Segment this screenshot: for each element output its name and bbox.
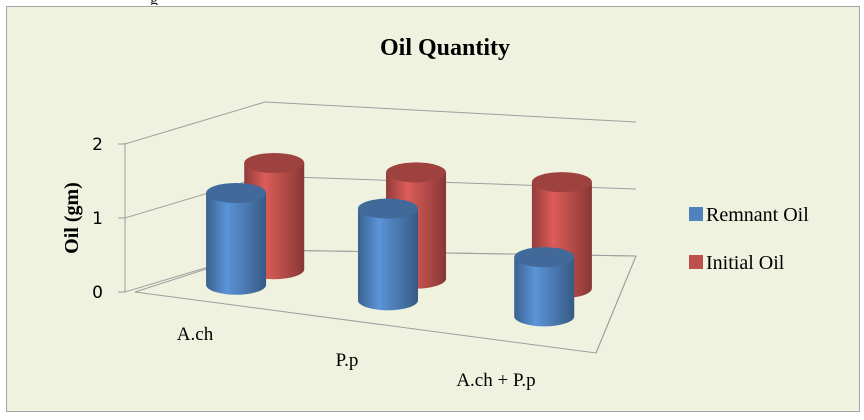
bar-body <box>206 193 266 295</box>
legend: Remnant Oil Initial Oil <box>689 204 809 274</box>
y-axis-ticks: 0 1 2 <box>92 135 125 303</box>
y-axis-title: Oil (gm) <box>61 182 83 254</box>
bar-body <box>358 209 418 311</box>
legend-item: Remnant Oil <box>689 204 809 226</box>
x-tick-label: P.p <box>336 350 359 371</box>
bar-top <box>358 199 418 219</box>
bar-top <box>206 183 266 203</box>
gridline <box>125 102 636 144</box>
y-tick-label: 0 <box>92 283 103 303</box>
x-tick-label: A.ch <box>177 324 214 345</box>
legend-swatch <box>689 207 703 221</box>
bar-body <box>514 257 574 326</box>
y-tick-label: 2 <box>92 135 103 155</box>
bar-remnant-oil-2 <box>514 247 574 326</box>
x-tick-label: A.ch + P.p <box>456 370 535 391</box>
chart-title: Oil Quantity <box>380 35 510 61</box>
legend-label: Initial Oil <box>706 252 785 274</box>
bar-top <box>514 247 574 267</box>
legend-label: Remnant Oil <box>706 204 809 226</box>
bar-top <box>386 162 446 182</box>
y-tick-label: 1 <box>92 209 103 229</box>
bar-top <box>532 172 592 192</box>
x-axis-labels: A.ch P.p A.ch + P.p <box>177 324 536 391</box>
legend-item: Initial Oil <box>689 252 785 274</box>
bar-remnant-oil-0 <box>206 183 266 295</box>
bar-remnant-oil-1 <box>358 199 418 311</box>
bars <box>206 153 592 326</box>
legend-swatch <box>689 255 703 269</box>
bar-top <box>244 153 304 173</box>
